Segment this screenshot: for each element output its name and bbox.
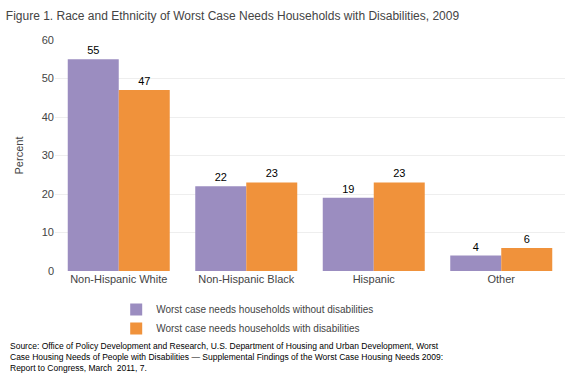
svg-text:Worst case needs households wi: Worst case needs households without disa… (156, 304, 373, 315)
svg-text:Hispanic: Hispanic (353, 273, 396, 285)
svg-text:6: 6 (524, 233, 530, 245)
svg-text:30: 30 (42, 149, 54, 161)
svg-text:Percent: Percent (13, 137, 25, 175)
svg-text:20: 20 (42, 188, 54, 200)
svg-text:0: 0 (48, 265, 54, 277)
svg-text:4: 4 (473, 241, 479, 253)
svg-text:50: 50 (42, 72, 54, 84)
svg-text:Other: Other (487, 273, 515, 285)
svg-text:Worst case needs households wi: Worst case needs households with disabil… (156, 323, 359, 334)
svg-text:60: 60 (42, 34, 54, 46)
svg-text:22: 22 (215, 171, 227, 183)
svg-text:23: 23 (266, 167, 278, 179)
svg-text:55: 55 (87, 44, 99, 56)
svg-text:Figure 1. Race and Ethnicity o: Figure 1. Race and Ethnicity of Worst Ca… (6, 9, 460, 23)
svg-text:23: 23 (393, 167, 405, 179)
svg-text:Non-Hispanic Black: Non-Hispanic Black (198, 273, 294, 285)
svg-text:Source: Office of Policy Devel: Source: Office of Policy Development and… (10, 341, 443, 373)
svg-text:Non-Hispanic White: Non-Hispanic White (70, 273, 167, 285)
svg-text:40: 40 (42, 111, 54, 123)
svg-text:47: 47 (138, 75, 150, 87)
svg-text:19: 19 (342, 183, 354, 195)
svg-text:10: 10 (42, 226, 54, 238)
